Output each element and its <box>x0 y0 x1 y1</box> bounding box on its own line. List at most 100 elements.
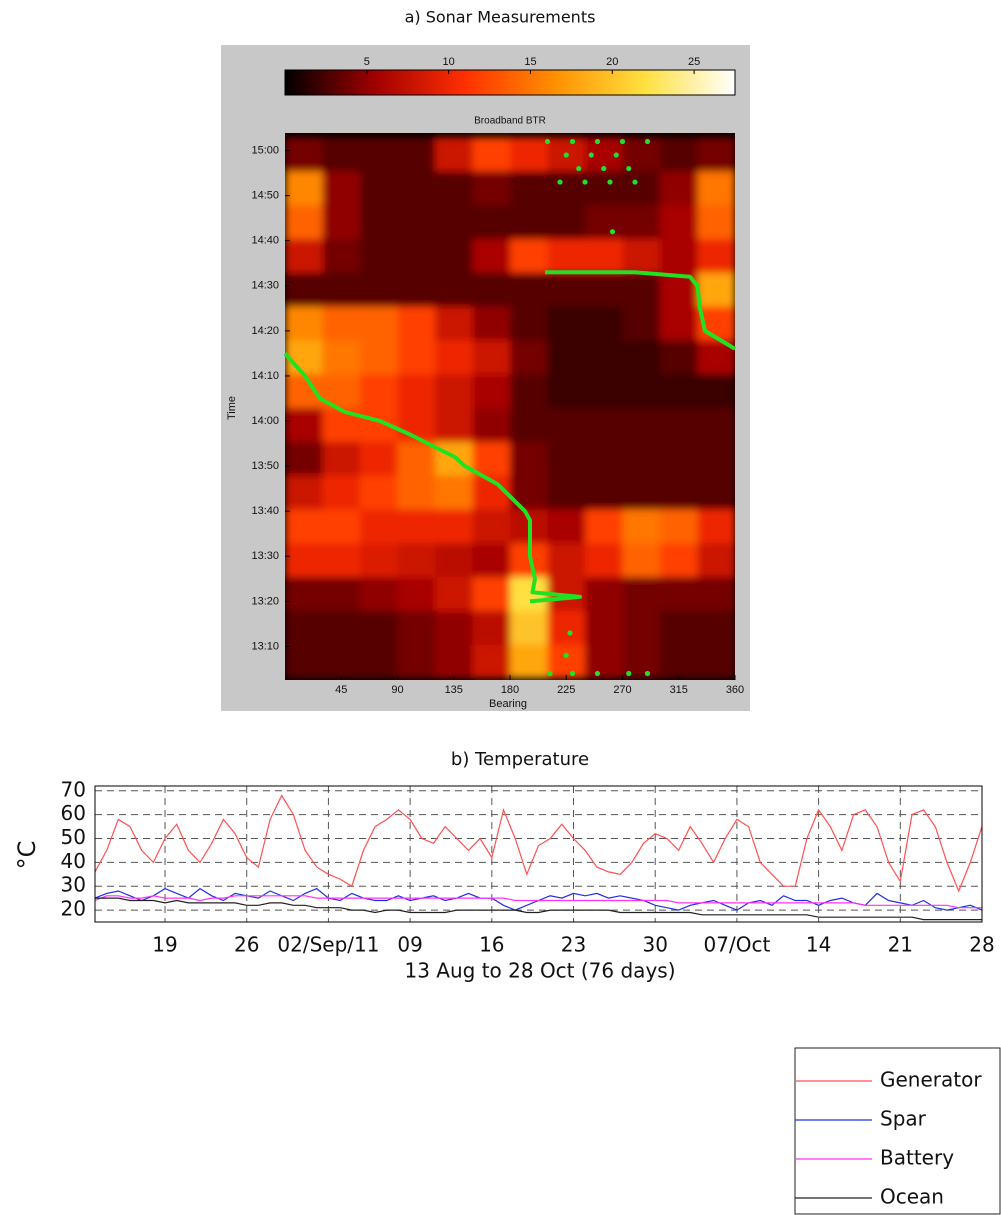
x-tick-label: 09 <box>397 933 422 957</box>
heatmap-cell <box>472 373 511 408</box>
heatmap-cell <box>510 441 548 476</box>
heatmap-cell <box>285 306 323 341</box>
heatmap-cell <box>360 204 398 239</box>
heatmap-cell <box>660 238 698 273</box>
legend-box <box>794 1047 1001 1215</box>
chart-title: b) Temperature <box>451 749 589 770</box>
heatmap-cell <box>322 441 361 476</box>
heatmap-cell <box>472 204 511 239</box>
series-line <box>94 794 983 893</box>
heatmap-cell <box>435 576 473 611</box>
heatmap-cell <box>660 339 698 375</box>
series-line <box>94 895 982 909</box>
heatmap-cell <box>435 508 473 544</box>
heatmap-cell <box>360 542 398 578</box>
heatmap-cell <box>435 542 473 578</box>
heatmap-cell <box>285 238 323 273</box>
heatmap-cell <box>472 238 511 273</box>
heatmap-cell <box>510 238 548 273</box>
heatmap-cell <box>547 339 586 375</box>
detection-point <box>626 670 632 677</box>
heatmap-cell <box>360 306 398 341</box>
x-tick-label: 270 <box>613 684 631 696</box>
y-tick-label: 13:10 <box>251 640 279 652</box>
detection-point <box>609 229 616 235</box>
track-line <box>283 270 737 604</box>
heatmap-cell <box>622 204 661 239</box>
y-tick-label: 40 <box>61 849 86 873</box>
detection-point <box>547 670 553 677</box>
heatmap-cell <box>435 306 473 341</box>
colorbar-tick-label: 15 <box>524 56 536 68</box>
heatmap-cell <box>585 441 623 476</box>
heatmap-cell <box>472 441 511 476</box>
heatmap-cell <box>397 644 436 679</box>
heatmap-cell <box>360 373 398 408</box>
heatmap-cell <box>472 306 511 341</box>
y-tick-label: 13:40 <box>251 505 279 517</box>
heatmap-cell <box>585 508 623 544</box>
detection-point <box>588 152 594 158</box>
heatmap-cell <box>585 407 623 442</box>
detection-point <box>569 138 576 145</box>
heatmap-cell <box>510 272 548 307</box>
heatmap-cell <box>547 306 586 341</box>
y-tick-label: 14:30 <box>251 280 279 292</box>
heatmap-cell <box>472 610 511 645</box>
heatmap-cell <box>397 441 436 476</box>
heatmap-cell <box>397 306 436 341</box>
heatmap-cell <box>397 204 436 239</box>
heatmap-cell <box>435 170 473 206</box>
heatmap-cell <box>285 272 323 307</box>
heatmap-cell <box>622 576 661 611</box>
detection-point <box>632 179 638 185</box>
heatmap-cell <box>660 441 698 476</box>
detection-point <box>619 138 626 145</box>
heatmap-cell <box>660 576 698 611</box>
heatmap-cell <box>660 373 698 408</box>
heatmap-cell <box>360 170 398 206</box>
heatmap-cell <box>435 137 473 172</box>
y-tick-label: 70 <box>61 777 86 801</box>
heatmap-cell <box>585 272 623 307</box>
heatmap-cell <box>660 407 698 442</box>
heatmap-cell <box>585 204 623 239</box>
legend-label: Battery <box>880 1146 954 1170</box>
heatmap-cell <box>547 542 586 578</box>
heatmap-cell <box>585 644 623 679</box>
x-axis-label: 13 Aug to 28 Oct (76 days) <box>404 959 675 983</box>
heatmap-cell <box>435 339 473 375</box>
detection-point <box>582 179 588 185</box>
x-axis-label: Bearing <box>489 698 527 710</box>
heatmap-cell <box>285 475 323 510</box>
heatmap-cell <box>660 137 698 172</box>
heatmap-cell <box>547 475 586 510</box>
heatmap-cell <box>585 610 623 645</box>
heatmap-cell <box>435 610 473 645</box>
y-tick-label: 15:00 <box>251 144 279 156</box>
heatmap-cell <box>322 475 361 510</box>
detection-point <box>569 670 576 677</box>
x-tick-label: 225 <box>557 684 575 696</box>
colorbar-tick-label: 5 <box>364 56 370 68</box>
heatmap-cell <box>585 306 623 341</box>
detection-point <box>613 152 619 158</box>
heatmap-cell <box>510 373 548 408</box>
heatmap-cell <box>510 306 548 341</box>
heatmap-cell <box>622 610 661 645</box>
heatmap-cell <box>322 238 361 273</box>
heatmap-cell <box>622 137 661 172</box>
heatmap-cell <box>697 644 735 679</box>
heatmap-cell <box>697 373 735 408</box>
heatmap-cell <box>510 644 548 679</box>
heatmap-cell <box>360 610 398 645</box>
heatmap-cell <box>397 576 436 611</box>
detection-point <box>563 152 569 158</box>
heatmap-cell <box>697 137 735 172</box>
x-tick-label: 315 <box>670 684 688 696</box>
detection-point <box>644 670 651 677</box>
heatmap-cell <box>472 407 511 442</box>
y-tick-label: 50 <box>61 825 86 849</box>
x-tick-label: 28 <box>969 933 994 957</box>
heatmap-cell <box>435 644 473 679</box>
